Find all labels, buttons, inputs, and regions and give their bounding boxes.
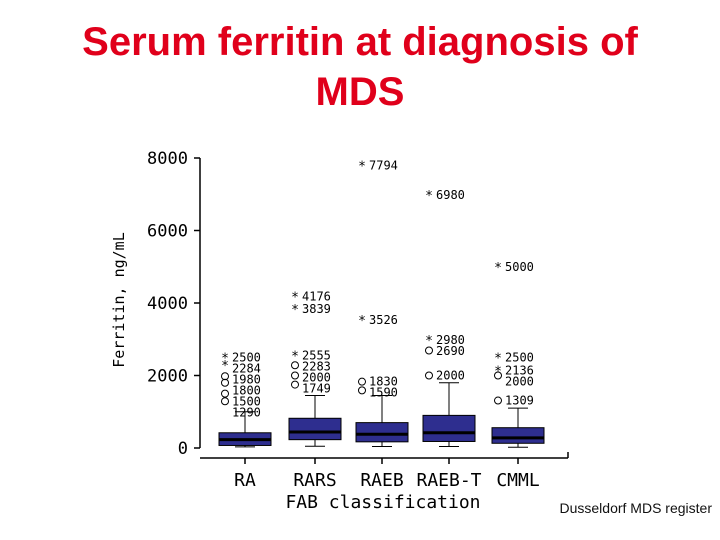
outlier-star: * <box>358 314 366 329</box>
outlier-value-label: 2500 <box>505 350 534 364</box>
outlier-circle <box>291 371 299 380</box>
outlier-value-label: 1290 <box>232 405 261 419</box>
outlier-circle <box>291 380 299 389</box>
outlier-value-label: 4176 <box>302 290 331 304</box>
outlier-value-label: 1500 <box>232 394 261 408</box>
outlier-value-label: 2000 <box>505 375 534 389</box>
chart-outliers: ** ********** <box>221 159 502 406</box>
outlier-value-label: 6980 <box>436 188 465 202</box>
box-raeb-t <box>422 414 476 442</box>
outlier-value-label: 1590 <box>369 386 398 400</box>
outlier-value-label: 2690 <box>436 344 465 358</box>
outlier-value-label: 3839 <box>302 302 331 316</box>
slide-title-line1: Serum ferritin at diagnosis of <box>82 20 638 64</box>
outlier-star: * <box>291 303 299 318</box>
outlier-value-label: 2980 <box>436 333 465 347</box>
outlier-star: * <box>221 359 229 374</box>
outlier-circle <box>221 378 229 387</box>
outlier-value-label: 2136 <box>505 364 534 378</box>
x-tick-label: RA <box>234 470 256 491</box>
x-tick-label: RAEB-T <box>416 470 481 491</box>
x-tick-label: CMML <box>496 470 540 491</box>
outlier-value-label: 7794 <box>369 158 398 172</box>
x-tick-label: RAEB <box>360 470 403 491</box>
outlier-value-label: 2000 <box>302 370 331 384</box>
y-tick-label: 2000 <box>147 367 188 387</box>
y-axis-label: Ferritin, ng/mL <box>110 232 128 367</box>
outlier-value-label: 1980 <box>232 372 261 386</box>
outlier-star: * <box>425 189 433 204</box>
outlier-value-label: 2284 <box>232 361 261 375</box>
box-raeb <box>355 422 409 443</box>
outlier-star: * <box>494 351 502 366</box>
x-axis-label: FAB classification <box>285 492 480 513</box>
y-tick-label: 0 <box>178 439 188 459</box>
outlier-star: * <box>358 159 366 174</box>
outlier-circle <box>425 371 433 380</box>
outlier-circle <box>358 386 366 395</box>
outlier-star: * <box>425 334 433 349</box>
chart-boxes <box>218 382 545 448</box>
slide-title-line2: MDS <box>315 70 405 114</box>
outlier-value-label: 2555 <box>302 348 331 362</box>
chart-outlier-labels: 2500228419801800150012904176383925552283… <box>232 158 534 419</box>
outlier-star: * <box>221 351 229 366</box>
outlier-value-label: 2500 <box>232 350 261 364</box>
outlier-circle <box>291 361 299 370</box>
outlier-star: * <box>494 365 502 380</box>
x-tick-label: RARS <box>293 470 336 491</box>
outlier-value-label: 2000 <box>436 369 465 383</box>
box-rars <box>288 417 342 441</box>
outlier-circle <box>358 377 366 386</box>
y-tick-label: 6000 <box>147 222 188 242</box>
outlier-circle <box>221 372 229 381</box>
y-tick-label: 8000 <box>147 149 188 169</box>
y-tick-label: 4000 <box>147 294 188 314</box>
outlier-value-label: 3526 <box>369 313 398 327</box>
outlier-circle <box>221 397 229 406</box>
outlier-value-label: 5000 <box>505 260 534 274</box>
outlier-circle <box>494 396 502 405</box>
box-cmml <box>491 427 545 444</box>
outlier-value-label: 1309 <box>505 394 534 408</box>
outlier-circle <box>494 371 502 380</box>
outlier-value-label: 1830 <box>369 375 398 389</box>
source-credit: Dusseldorf MDS register <box>559 500 713 516</box>
chart-axes: 0 2000 4000 6000 8000 RA RARS RAEB RAEB-T CMML <box>147 149 569 491</box>
outlier-value-label: 2283 <box>302 359 331 373</box>
outlier-star: * <box>291 291 299 306</box>
outlier-value-label: 1800 <box>232 383 261 397</box>
outlier-circle <box>221 389 229 398</box>
outlier-circle <box>425 346 433 355</box>
outlier-star: * <box>494 261 502 276</box>
outlier-value-label: 1749 <box>302 381 331 395</box>
outlier-star: * <box>291 349 299 364</box>
